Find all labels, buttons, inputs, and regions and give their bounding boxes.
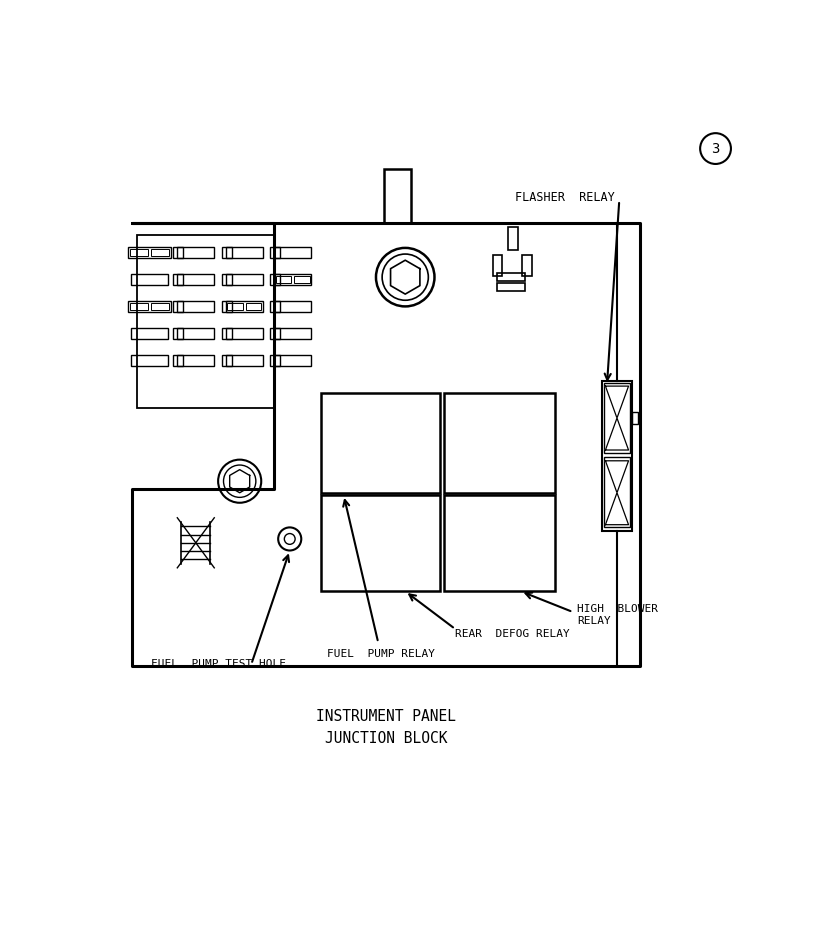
Polygon shape	[606, 460, 629, 493]
Bar	[173, 327, 183, 339]
Bar	[497, 272, 524, 282]
Bar	[384, 169, 412, 223]
Text: FUEL  PUMP TEST HOLE: FUEL PUMP TEST HOLE	[151, 659, 286, 670]
Bar	[151, 248, 170, 257]
Bar	[131, 327, 168, 339]
Bar	[493, 255, 502, 276]
Bar	[221, 300, 231, 312]
Bar	[128, 300, 170, 312]
Bar	[226, 273, 263, 286]
Polygon shape	[606, 418, 629, 450]
Bar	[221, 273, 231, 286]
Bar	[221, 354, 231, 366]
Bar	[177, 354, 214, 366]
Bar	[137, 234, 274, 408]
Bar	[177, 300, 214, 312]
Bar	[221, 246, 231, 259]
Bar	[444, 495, 556, 591]
Bar	[177, 273, 214, 286]
Bar	[128, 246, 170, 259]
Bar	[274, 246, 311, 259]
Bar	[270, 246, 280, 259]
Bar	[270, 300, 280, 312]
Bar	[295, 275, 309, 284]
Text: 3: 3	[711, 141, 720, 155]
Bar	[509, 227, 518, 250]
Bar	[497, 284, 524, 291]
Bar	[131, 354, 168, 366]
Bar	[632, 412, 638, 424]
Bar	[173, 273, 183, 286]
Bar	[226, 300, 263, 312]
Bar	[131, 273, 168, 286]
Bar	[226, 354, 263, 366]
Text: HIGH  BLOWER
RELAY: HIGH BLOWER RELAY	[577, 604, 658, 626]
Bar	[246, 302, 261, 311]
Text: FLASHER  RELAY: FLASHER RELAY	[514, 192, 614, 205]
Bar	[523, 255, 532, 276]
Bar	[276, 275, 291, 284]
Bar	[130, 302, 148, 311]
Bar	[177, 327, 214, 339]
Bar	[604, 458, 630, 527]
Bar	[274, 300, 311, 312]
Text: INSTRUMENT PANEL
JUNCTION BLOCK: INSTRUMENT PANEL JUNCTION BLOCK	[316, 709, 456, 746]
Bar	[177, 246, 214, 259]
Bar	[604, 382, 630, 453]
Bar	[444, 392, 556, 493]
Bar	[270, 354, 280, 366]
Bar	[270, 327, 280, 339]
Bar	[151, 302, 170, 311]
Bar	[274, 354, 311, 366]
Text: REAR  DEFOG RELAY: REAR DEFOG RELAY	[455, 629, 570, 639]
Bar	[173, 300, 183, 312]
Text: FUEL  PUMP RELAY: FUEL PUMP RELAY	[327, 649, 435, 659]
Bar	[226, 246, 263, 259]
Bar	[320, 392, 439, 493]
Bar	[173, 246, 183, 259]
Bar	[270, 273, 280, 286]
Bar	[130, 248, 148, 257]
Bar	[226, 327, 263, 339]
Polygon shape	[606, 493, 629, 525]
Bar	[274, 327, 311, 339]
Bar	[320, 495, 439, 591]
Bar	[227, 302, 243, 311]
Bar	[602, 381, 632, 531]
Bar	[274, 273, 311, 286]
Bar	[221, 327, 231, 339]
Bar	[173, 354, 183, 366]
Polygon shape	[606, 386, 629, 418]
